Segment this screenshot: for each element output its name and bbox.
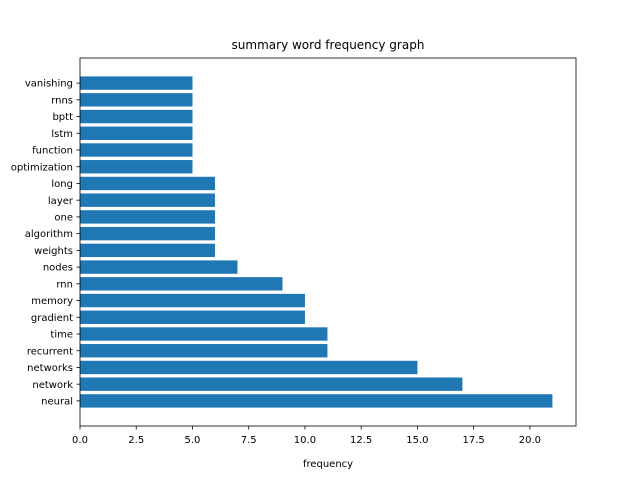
x-axis-ticks: 0.0 2.5 5.0 7.5 10.0 12.5 15.0 17.5 20.0	[72, 426, 541, 446]
x-tick-label: 5.0	[185, 435, 201, 446]
bar	[80, 193, 215, 207]
bar	[80, 109, 193, 124]
bar-group	[80, 76, 553, 408]
y-tick-label: algorithm	[25, 229, 73, 240]
y-tick-label: long	[51, 179, 73, 190]
y-tick-label: layer	[48, 196, 74, 207]
x-tick-label: 0.0	[72, 435, 88, 446]
bar	[80, 377, 463, 391]
y-tick-label: time	[50, 330, 73, 341]
bar	[80, 160, 193, 174]
y-tick-label: weights	[34, 246, 73, 257]
y-tick-label: recurrent	[27, 346, 73, 357]
x-tick-label: 20.0	[519, 435, 541, 446]
y-tick-label: rnns	[51, 95, 73, 106]
y-tick-label: vanishing	[25, 79, 73, 90]
bar	[80, 126, 193, 140]
y-tick-label: neural	[41, 397, 73, 408]
y-tick-label: bptt	[52, 112, 73, 123]
bar	[80, 293, 305, 308]
y-tick-label: one	[54, 213, 73, 224]
x-tick-label: 15.0	[406, 435, 428, 446]
y-axis-ticks: neural network networks recurrent time gradie…	[11, 79, 80, 408]
bar	[80, 243, 215, 258]
bar	[80, 93, 193, 107]
bar	[80, 394, 553, 408]
y-tick-label: memory	[31, 296, 73, 307]
bar	[80, 344, 328, 358]
x-tick-label: 17.5	[463, 435, 485, 446]
bar	[80, 260, 238, 274]
y-tick-label: network	[32, 380, 73, 391]
x-tick-label: 7.5	[241, 435, 257, 446]
bar	[80, 277, 283, 291]
x-tick-label: 10.0	[294, 435, 316, 446]
bar	[80, 143, 193, 157]
plot-frame	[79, 57, 577, 427]
bar	[80, 327, 328, 341]
bar	[80, 210, 215, 224]
x-tick-label: 12.5	[350, 435, 372, 446]
y-tick-label: rnn	[56, 279, 73, 290]
y-tick-label: networks	[27, 363, 73, 374]
y-tick-label: optimization	[11, 162, 73, 173]
x-axis-label: frequency	[303, 459, 353, 470]
bar	[80, 310, 305, 324]
bar	[80, 76, 193, 90]
y-tick-label: function	[32, 146, 73, 157]
bar	[80, 176, 215, 191]
y-tick-label: gradient	[31, 313, 73, 324]
y-tick-label: lstm	[51, 129, 73, 140]
bar	[80, 360, 418, 375]
chart-title: summary word frequency graph	[232, 38, 425, 52]
x-tick-label: 2.5	[128, 435, 144, 446]
bar	[80, 226, 215, 241]
y-tick-label: nodes	[43, 263, 73, 274]
